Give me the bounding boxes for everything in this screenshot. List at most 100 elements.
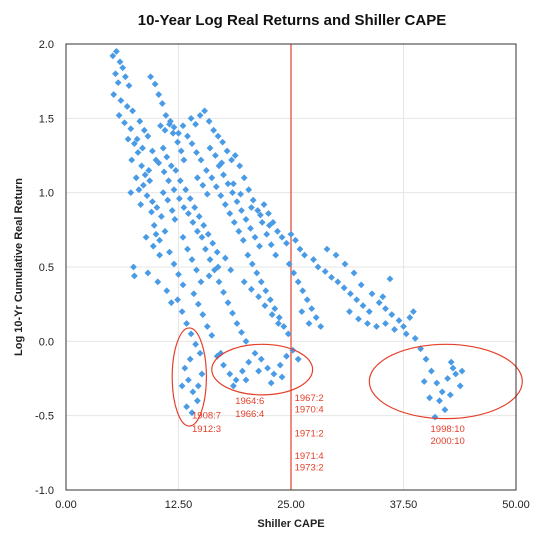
data-point [217, 192, 225, 200]
data-point [140, 126, 148, 134]
data-point [199, 181, 207, 189]
data-point [433, 379, 441, 387]
data-point [305, 320, 313, 327]
data-point [248, 285, 255, 293]
data-point [144, 132, 152, 140]
data-point [224, 180, 232, 188]
data-point [194, 227, 201, 235]
y-axis-label: Log 10-Yr Cumulative Real Return [13, 178, 25, 356]
data-point [171, 216, 179, 223]
y-tick-labels: 2.0 1.5 1.0 0.5 0.0 -0.5 -1.0 [35, 39, 54, 497]
y-tick-label: -1.0 [35, 485, 54, 497]
data-point [132, 174, 140, 182]
data-point [260, 201, 268, 208]
data-point [208, 331, 216, 339]
data-point [272, 251, 280, 259]
data-point [391, 326, 398, 333]
data-point [266, 221, 273, 229]
data-point [176, 195, 183, 203]
data-point [196, 349, 204, 357]
data-point [119, 64, 127, 72]
data-point [233, 320, 241, 327]
data-point [178, 382, 186, 390]
data-point [131, 272, 138, 280]
data-point [229, 309, 236, 317]
data-point [188, 140, 196, 148]
data-point [170, 186, 178, 194]
data-point [303, 296, 311, 304]
data-point [129, 107, 136, 115]
data-point [169, 129, 177, 137]
data-point [228, 156, 235, 164]
data-point [298, 308, 306, 315]
data-point [244, 251, 252, 259]
data-point [431, 413, 439, 421]
data-point [230, 180, 237, 188]
data-point [179, 122, 187, 130]
data-point [197, 156, 205, 164]
data-point [220, 288, 227, 296]
data-point [145, 166, 153, 174]
data-point [229, 189, 236, 197]
y-tick-label: 1.0 [39, 188, 54, 200]
data-point [212, 183, 220, 191]
data-point [255, 293, 262, 301]
x-tick-label: 0.00 [55, 499, 76, 511]
data-point [210, 126, 217, 134]
chart-title: 10-Year Log Real Returns and Shiller CAP… [138, 12, 446, 29]
data-point [214, 132, 222, 140]
data-point [213, 248, 221, 256]
data-point [242, 216, 250, 223]
data-point [268, 311, 276, 318]
data-point [411, 334, 419, 342]
data-point [328, 274, 335, 281]
data-point [203, 190, 211, 198]
data-point [280, 323, 288, 330]
data-point [242, 376, 250, 384]
data-point [177, 147, 185, 155]
data-point [217, 349, 225, 357]
data-point [194, 300, 202, 308]
data-point [149, 242, 157, 250]
date-annotation: 1967:2 [295, 393, 324, 404]
data-point [353, 296, 361, 304]
data-point [167, 162, 175, 170]
data-point [456, 382, 464, 390]
data-point [220, 171, 227, 179]
data-point [112, 70, 119, 78]
data-point [203, 166, 210, 174]
highlight-ellipse [171, 327, 207, 427]
data-points [109, 48, 466, 421]
data-point [194, 397, 201, 405]
data-point [180, 156, 188, 164]
data-point [186, 195, 194, 203]
data-point [130, 263, 137, 271]
data-point [205, 272, 213, 280]
data-point [134, 149, 142, 156]
data-point [191, 204, 199, 211]
data-point [251, 349, 259, 357]
data-point [144, 269, 152, 277]
date-annotation: 1964:6 [235, 396, 264, 407]
data-point [206, 144, 214, 152]
data-point [183, 320, 190, 327]
data-point [117, 97, 125, 104]
data-point [192, 340, 199, 348]
data-point [193, 266, 200, 274]
data-point [187, 114, 195, 122]
data-point [257, 278, 265, 286]
data-point [310, 256, 317, 263]
data-point [321, 268, 329, 275]
data-point [350, 269, 358, 277]
data-point [179, 281, 187, 289]
data-point [181, 364, 189, 372]
data-point [238, 207, 245, 214]
data-point [156, 251, 163, 259]
data-point [296, 245, 304, 253]
data-point [245, 358, 253, 366]
data-point [275, 314, 283, 321]
data-point [198, 370, 206, 378]
data-point [395, 317, 403, 324]
data-point [346, 308, 353, 315]
data-point [294, 278, 302, 286]
